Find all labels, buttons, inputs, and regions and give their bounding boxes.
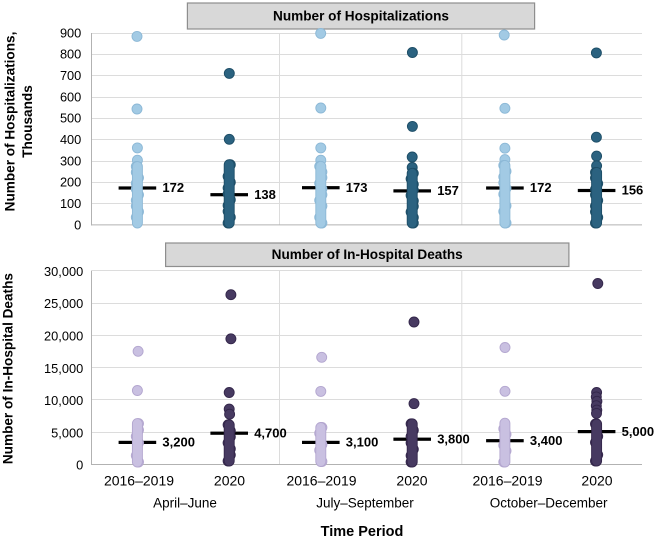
svg-text:Number of Hospitalizations,: Number of Hospitalizations, <box>3 32 18 212</box>
svg-text:2020: 2020 <box>214 473 245 489</box>
svg-text:3,400: 3,400 <box>530 433 563 448</box>
svg-text:3,800: 3,800 <box>437 431 470 446</box>
svg-text:2016–2019: 2016–2019 <box>104 473 174 489</box>
svg-text:0: 0 <box>76 458 83 473</box>
svg-text:April–June: April–June <box>153 495 217 510</box>
svg-text:2020: 2020 <box>581 473 612 489</box>
svg-text:157: 157 <box>437 183 459 198</box>
svg-text:700: 700 <box>60 68 81 83</box>
svg-text:400: 400 <box>60 132 81 147</box>
svg-text:3,200: 3,200 <box>162 435 195 450</box>
svg-text:173: 173 <box>346 180 368 195</box>
svg-text:15,000: 15,000 <box>44 361 83 376</box>
svg-text:4,700: 4,700 <box>254 425 287 440</box>
svg-text:600: 600 <box>60 89 81 104</box>
svg-text:10,000: 10,000 <box>44 393 83 408</box>
svg-text:2016–2019: 2016–2019 <box>472 473 542 489</box>
svg-text:30,000: 30,000 <box>44 264 83 279</box>
svg-text:3,100: 3,100 <box>346 435 379 450</box>
svg-text:5,000: 5,000 <box>622 424 655 439</box>
svg-text:Number of Hospitalizations: Number of Hospitalizations <box>273 9 449 24</box>
svg-text:500: 500 <box>60 111 81 126</box>
svg-text:800: 800 <box>60 47 81 62</box>
svg-text:138: 138 <box>254 187 276 202</box>
svg-text:900: 900 <box>60 25 81 40</box>
svg-text:200: 200 <box>60 175 81 190</box>
svg-text:July–September: July–September <box>316 495 414 510</box>
svg-text:2020: 2020 <box>396 473 427 489</box>
svg-text:Number of In-Hospital Deaths: Number of In-Hospital Deaths <box>0 273 15 464</box>
svg-text:2016–2019: 2016–2019 <box>286 473 356 489</box>
svg-text:25,000: 25,000 <box>44 296 83 311</box>
svg-text:Number of In-Hospital Deaths: Number of In-Hospital Deaths <box>272 247 463 262</box>
svg-text:0: 0 <box>74 217 81 232</box>
svg-text:Thousands: Thousands <box>20 85 35 158</box>
svg-text:100: 100 <box>60 196 81 211</box>
svg-text:Time Period: Time Period <box>321 524 404 540</box>
svg-text:156: 156 <box>622 183 644 198</box>
svg-text:300: 300 <box>60 153 81 168</box>
svg-text:172: 172 <box>162 180 184 195</box>
svg-text:172: 172 <box>530 180 552 195</box>
svg-text:20,000: 20,000 <box>44 329 83 344</box>
svg-text:5,000: 5,000 <box>51 425 83 440</box>
svg-text:October–December: October–December <box>490 495 608 510</box>
